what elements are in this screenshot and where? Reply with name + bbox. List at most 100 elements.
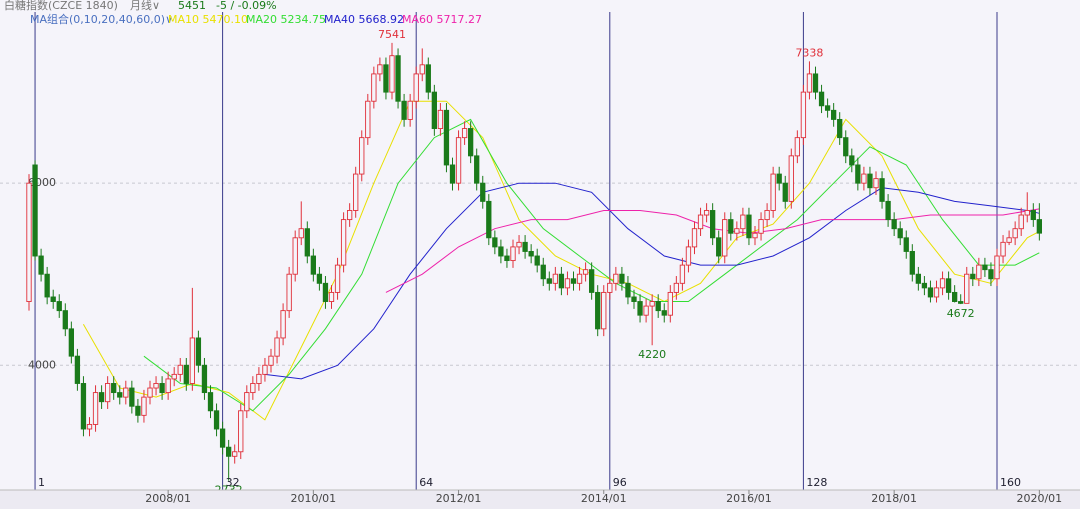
candle-body: [201, 364, 208, 394]
candle-body: [691, 228, 698, 248]
x-tick-label: 2008/01: [145, 492, 191, 505]
candle-body: [340, 219, 347, 266]
marker-label: 96: [613, 476, 627, 489]
candle-body: [516, 241, 522, 248]
candle-body: [141, 396, 147, 416]
candle-body: [425, 64, 431, 93]
x-tick-label: 2018/01: [871, 492, 917, 505]
candle-body: [207, 392, 214, 412]
candle-body: [310, 255, 316, 275]
candle-body: [189, 337, 195, 384]
candle-body: [722, 219, 728, 257]
candle-body: [697, 214, 704, 230]
candle-body: [879, 178, 885, 202]
candle-body: [988, 269, 994, 280]
last-price: 5451: [178, 0, 206, 12]
candle-body: [98, 392, 105, 403]
ma-group-selector[interactable]: MA组合(0,10,20,40,60,0)∨: [30, 12, 173, 26]
candle-body: [728, 219, 734, 234]
candle-body: [480, 182, 486, 202]
candle-body: [661, 310, 667, 316]
candle-body: [855, 164, 861, 184]
candle-body: [486, 200, 492, 239]
marker-label: 1: [38, 476, 45, 489]
candle-body: [431, 91, 437, 129]
candle-body: [44, 273, 50, 298]
candle-body: [655, 301, 661, 312]
candle-body: [601, 291, 607, 330]
candle-body: [498, 246, 504, 257]
candle-body: [625, 282, 631, 298]
price-change: -5 / -0.09%: [216, 0, 277, 12]
legend-entry: MA40 5668.92: [324, 13, 404, 26]
candle-body: [673, 282, 680, 293]
candle-body: [413, 73, 419, 102]
y-tick-label: 6000: [28, 176, 56, 189]
candle-body: [564, 278, 571, 289]
legend-entry: MA60 5717.27: [402, 13, 482, 26]
candle-body: [667, 291, 673, 316]
candle-body: [177, 364, 183, 375]
candle-body: [280, 310, 286, 339]
candle-body: [540, 264, 546, 280]
candle-body: [903, 237, 909, 252]
candle-body: [958, 301, 964, 304]
candle-body: [389, 55, 395, 93]
candle-body: [849, 155, 855, 166]
candle-body: [286, 273, 292, 312]
candle-body: [806, 73, 813, 93]
candle-body: [219, 428, 226, 448]
candle-body: [244, 392, 250, 412]
candle-body: [68, 328, 75, 357]
candle-body: [582, 269, 589, 275]
candle-body: [746, 214, 752, 239]
candle-body: [183, 364, 189, 384]
candle-body: [831, 109, 837, 120]
candle-body: [238, 410, 244, 453]
candle-body: [159, 383, 165, 394]
candle-body: [927, 287, 934, 298]
candle-body: [788, 155, 794, 202]
candle-body: [861, 173, 867, 184]
candle-body: [994, 255, 1000, 280]
candle-body: [522, 241, 528, 252]
candle-body: [250, 383, 256, 394]
candle-body: [552, 273, 559, 284]
marker-label: 160: [1000, 476, 1021, 489]
candle-body: [92, 392, 99, 425]
candle-body: [225, 446, 232, 457]
candle-body: [613, 273, 619, 284]
candle-body: [419, 64, 425, 75]
candle-body: [570, 278, 577, 284]
candle-body: [752, 232, 758, 239]
candle-body: [921, 282, 928, 289]
candle-body: [945, 278, 952, 293]
candle-body: [643, 305, 649, 316]
period-selector[interactable]: 月线∨: [130, 0, 160, 12]
candle-body: [147, 387, 153, 398]
candle-body: [909, 251, 915, 275]
candle-body: [1000, 241, 1006, 257]
candle-body: [504, 255, 510, 262]
candle-body: [407, 100, 413, 120]
candle-body: [837, 118, 843, 139]
candle-body: [716, 237, 722, 257]
candle-body: [619, 273, 625, 284]
candle-body: [371, 73, 377, 102]
extreme-label: 7541: [378, 28, 406, 41]
x-tick-label: 2014/01: [581, 492, 627, 505]
candle-body: [1006, 237, 1012, 243]
candle-body: [328, 291, 335, 302]
candle-body: [703, 210, 710, 216]
candle-body: [292, 237, 298, 275]
candle-body: [976, 264, 982, 280]
candle-body: [1024, 210, 1030, 216]
candle-body: [256, 373, 262, 384]
candle-body: [589, 269, 595, 293]
candle-body: [952, 291, 958, 302]
candle-body: [50, 296, 56, 302]
candle-body: [492, 237, 498, 248]
candle-body: [129, 387, 135, 407]
candle-body: [764, 210, 770, 221]
